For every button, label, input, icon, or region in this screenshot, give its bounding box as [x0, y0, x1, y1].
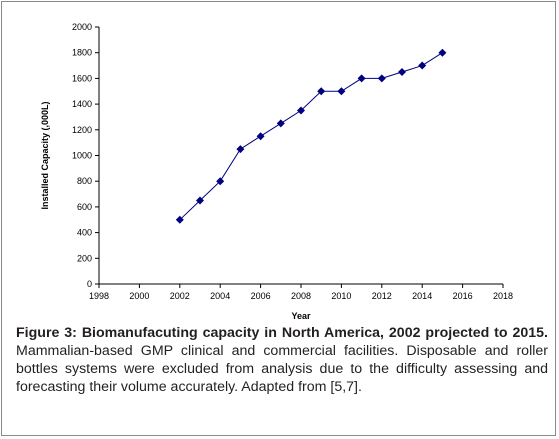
data-point — [377, 74, 386, 83]
x-axis-ticks: 1998 2000 2002 2004 2006 2008 2010 2012 2014 2016… — [89, 284, 513, 301]
x-tick-label: 2004 — [210, 291, 230, 301]
y-tick-label: 0 — [87, 279, 92, 289]
x-tick-label: 2014 — [412, 291, 432, 301]
data-point — [438, 48, 447, 57]
y-axis-title: Installed Capacity (,000L) — [40, 101, 50, 209]
line-chart: 1998 2000 2002 2004 2006 2008 2010 2012 2014 2016… — [40, 22, 513, 321]
data-point — [175, 215, 184, 224]
y-tick-label: 200 — [77, 253, 92, 263]
y-tick-label: 800 — [77, 176, 92, 186]
y-tick-label: 400 — [77, 228, 92, 238]
y-tick-label: 1000 — [72, 151, 92, 161]
data-point — [236, 145, 245, 154]
data-point — [337, 87, 346, 96]
data-point — [398, 67, 406, 76]
x-tick-label: 1998 — [89, 291, 109, 301]
y-tick-label: 1600 — [72, 73, 92, 83]
data-point — [256, 132, 265, 141]
x-tick-label: 2016 — [453, 291, 473, 301]
data-point — [276, 119, 285, 128]
data-point — [317, 87, 326, 96]
series-markers — [175, 48, 447, 224]
y-tick-label: 600 — [77, 202, 92, 212]
y-tick-label: 1800 — [72, 48, 92, 58]
data-point — [196, 196, 204, 205]
x-tick-label: 2008 — [291, 291, 311, 301]
x-tick-label: 2006 — [251, 291, 271, 301]
caption-body: Mammalian-based GMP clinical and commerc… — [16, 343, 548, 395]
x-axis-title: Year — [291, 311, 311, 321]
x-tick-label: 2000 — [129, 291, 149, 301]
y-tick-label: 1400 — [72, 99, 92, 109]
data-point — [216, 177, 225, 186]
data-point — [357, 74, 366, 83]
data-point — [418, 61, 427, 70]
caption-title: Figure 3: Biomanufacuting capacity in No… — [16, 325, 548, 341]
y-axis-ticks: 0 200 400 600 800 1000 1200 1400 1600 1800 2000 — [72, 22, 99, 289]
x-tick-label: 2010 — [331, 291, 351, 301]
x-tick-label: 2018 — [493, 291, 513, 301]
data-point — [297, 106, 305, 115]
y-tick-label: 1200 — [72, 125, 92, 135]
y-tick-label: 2000 — [72, 22, 92, 32]
x-tick-label: 2012 — [372, 291, 392, 301]
figure-caption: Figure 3: Biomanufacuting capacity in No… — [16, 324, 548, 396]
series-line — [179, 52, 443, 221]
x-tick-label: 2002 — [170, 291, 190, 301]
